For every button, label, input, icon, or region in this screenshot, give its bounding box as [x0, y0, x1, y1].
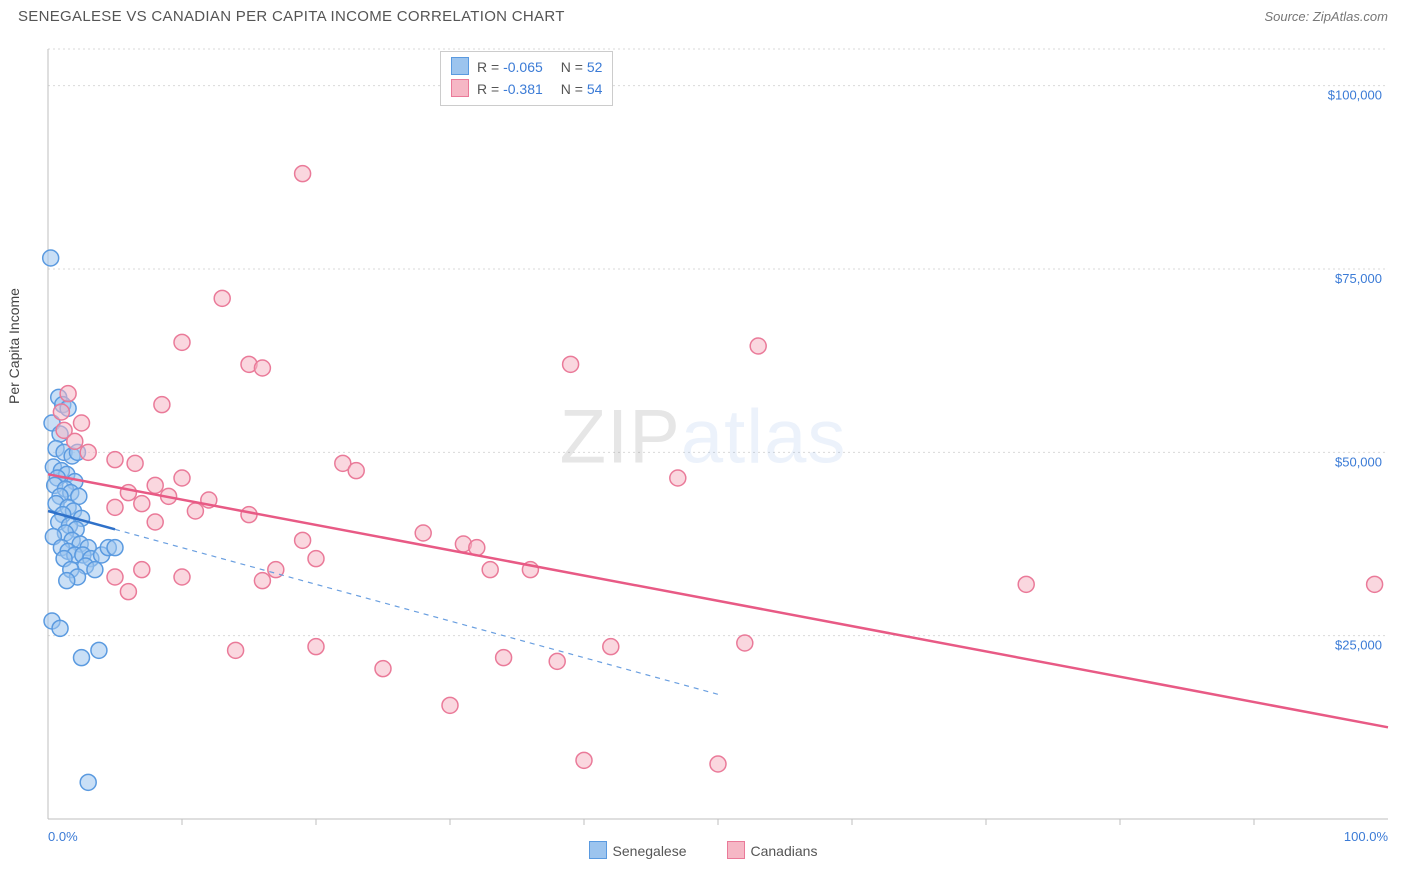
scatter-plot: $25,000$50,000$75,000$100,0000.0%100.0% [0, 29, 1406, 859]
svg-text:$100,000: $100,000 [1328, 88, 1382, 103]
y-axis-label: Per Capita Income [6, 288, 22, 404]
source-credit: Source: ZipAtlas.com [1264, 9, 1388, 24]
svg-text:$25,000: $25,000 [1335, 638, 1382, 653]
svg-text:$50,000: $50,000 [1335, 454, 1382, 469]
chart-title: SENEGALESE VS CANADIAN PER CAPITA INCOME… [18, 8, 565, 25]
chart-area: Per Capita Income ZIPatlas $25,000$50,00… [0, 29, 1406, 859]
correlation-legend: R = -0.065N = 52R = -0.381N = 54 [440, 51, 613, 106]
svg-text:$75,000: $75,000 [1335, 271, 1382, 286]
series-legend: SenegaleseCanadians [0, 841, 1406, 859]
